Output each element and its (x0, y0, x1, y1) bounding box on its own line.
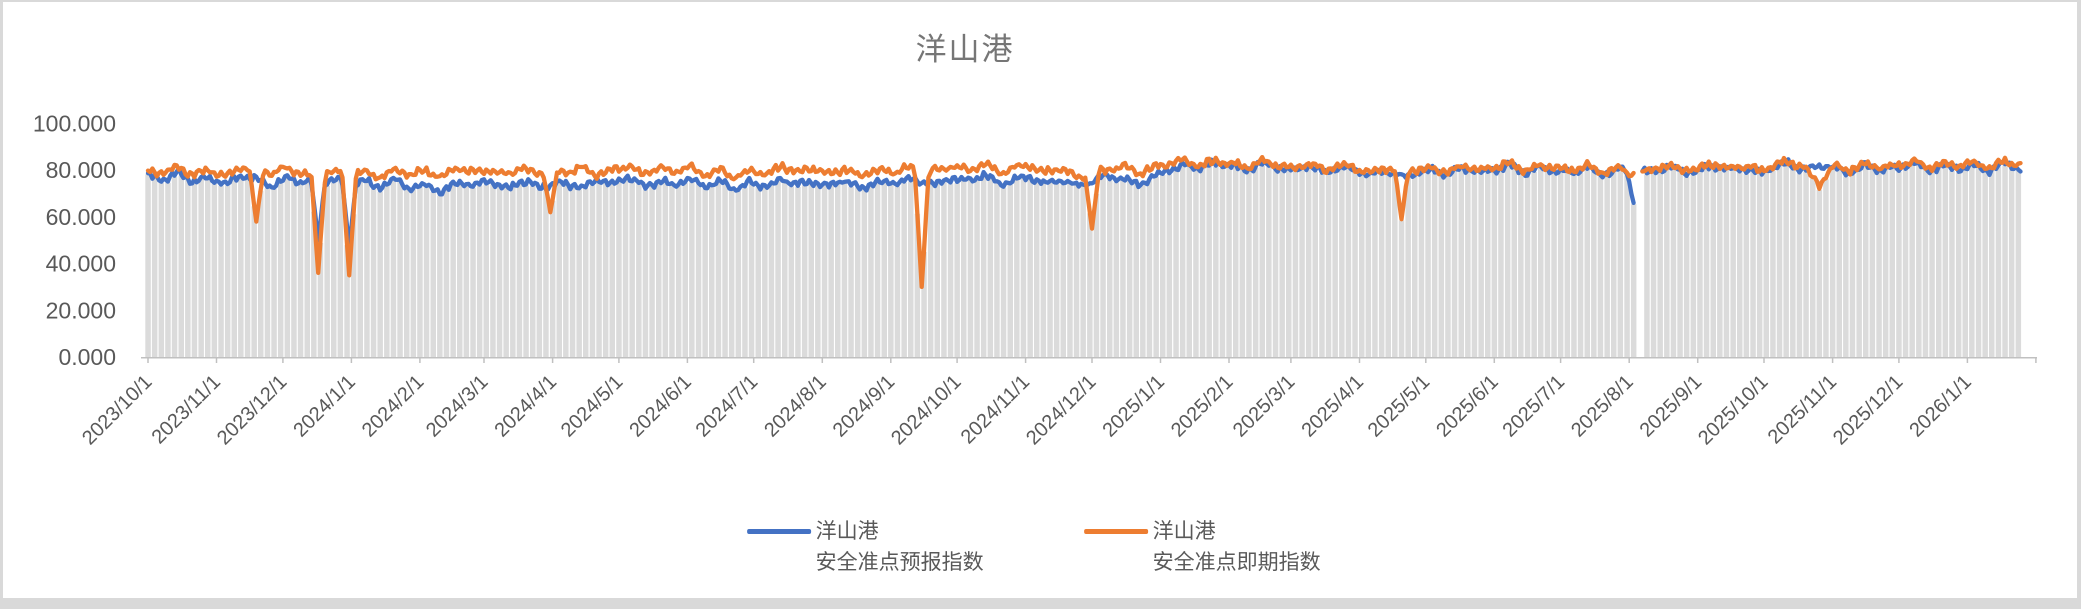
x-axis-label: 2024/8/1 (760, 371, 831, 442)
x-axis-label: 2024/12/1 (1022, 371, 1100, 449)
x-axis-label: 2025/3/1 (1229, 371, 1300, 442)
x-axis-label: 2024/3/1 (422, 371, 493, 442)
spot-index-line[interactable] (145, 154, 2023, 290)
legend-label: 洋山港 安全准点即期指数 (1152, 520, 1321, 574)
x-axis-label: 2025/12/1 (1829, 371, 1907, 449)
x-axis-label: 2026/1/1 (1905, 371, 1976, 442)
x-axis (141, 357, 2037, 363)
x-axis-label: 2024/11/1 (957, 371, 1034, 448)
x-axis-label: 2025/11/1 (1764, 371, 1841, 448)
x-axis-label: 2024/6/1 (625, 371, 696, 442)
legend-line-marker (1083, 529, 1148, 534)
y-axis-label: 60.000 (46, 204, 116, 230)
x-axis-label: 2025/2/1 (1167, 371, 1238, 442)
x-axis-label: 2024/7/1 (692, 371, 763, 442)
x-axis-label: 2025/4/1 (1297, 371, 1368, 442)
y-axis-label: 0.000 (58, 344, 116, 370)
legend: 洋山港 安全准点预报指数 洋山港 安全准点即期指数 (746, 516, 1321, 578)
x-axis-label: 2024/5/1 (557, 371, 628, 442)
x-axis-label: 2025/7/1 (1499, 371, 1570, 442)
legend-item-forecast-index[interactable]: 洋山港 安全准点预报指数 (746, 516, 984, 578)
y-axis-label: 40.000 (46, 251, 116, 277)
background-bars (145, 163, 2022, 357)
x-axis-label: 2025/8/1 (1567, 371, 1638, 442)
x-axis-label: 2024/2/1 (358, 371, 429, 442)
x-axis-label: 2024/4/1 (491, 371, 562, 442)
x-axis-label: 2025/10/1 (1694, 371, 1772, 449)
y-axis-label: 80.000 (46, 157, 116, 183)
x-axis-label: 2023/11/1 (148, 371, 225, 448)
y-axis-label: 100.000 (33, 111, 116, 137)
legend-line-marker (746, 529, 811, 534)
y-axis-labels: 0.000 20.000 40.000 60.000 80.000 100.000 (33, 111, 116, 371)
legend-item-spot-index[interactable]: 洋山港 安全准点即期指数 (1083, 516, 1321, 578)
y-axis-label: 20.000 (46, 297, 116, 323)
x-axis-label: 2025/6/1 (1432, 371, 1503, 442)
x-axis-label: 2024/1/1 (289, 371, 360, 442)
legend-label: 洋山港 安全准点预报指数 (815, 520, 984, 574)
x-axis-label: 2025/5/1 (1364, 371, 1435, 442)
x-axis-labels: 2023/10/12023/11/12023/12/12024/1/12024/… (78, 371, 1976, 449)
x-axis-label: 2023/10/1 (78, 371, 156, 449)
x-axis-label: 2025/1/1 (1098, 371, 1169, 442)
x-axis-label: 2023/12/1 (213, 371, 291, 449)
x-axis-label: 2024/10/1 (887, 371, 965, 449)
chart-title[interactable]: 洋山港 (915, 32, 1015, 67)
